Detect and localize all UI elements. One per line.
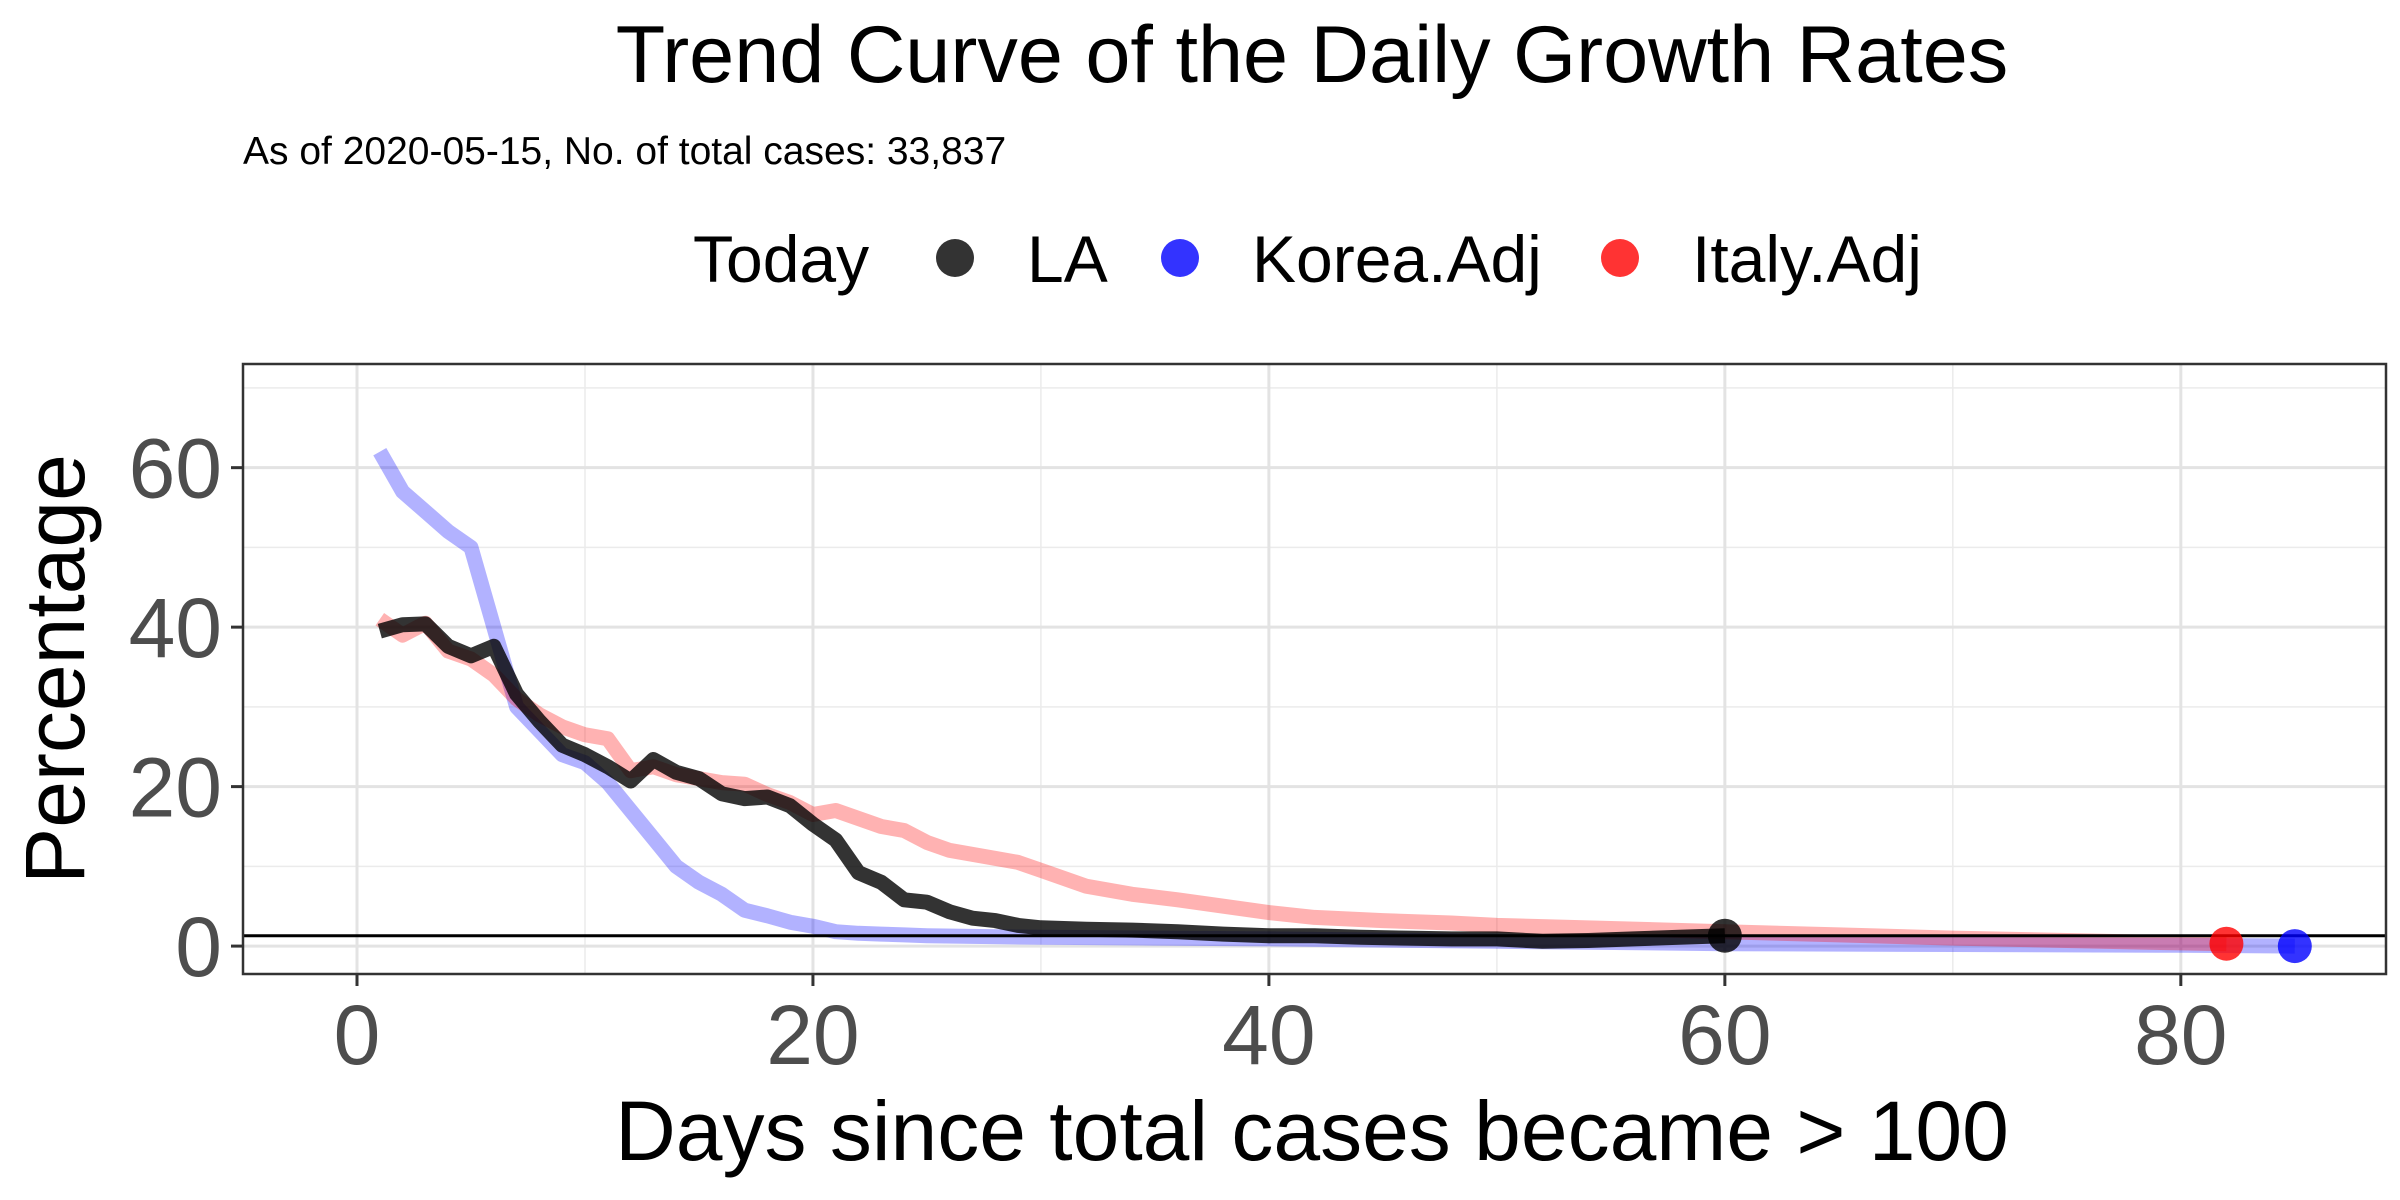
plot-panel	[243, 364, 2386, 974]
legend-title: Today	[693, 222, 869, 296]
series-layer	[373, 447, 2295, 954]
grid	[243, 364, 2386, 974]
y-axis-label: Percentage	[8, 454, 102, 884]
legend-marker-korea-adj	[1161, 239, 1199, 277]
legend-marker-italy-adj	[1601, 239, 1639, 277]
x-tick-label: 0	[334, 988, 381, 1082]
plot-border	[241, 362, 2388, 976]
legend-marker-la	[936, 239, 974, 277]
chart-subtitle: As of 2020-05-15, No. of total cases: 33…	[243, 130, 1006, 173]
y-tick-label: 20	[129, 741, 222, 835]
y-axis: 0 20 40 60	[129, 422, 243, 994]
series-line-la	[377, 616, 1726, 949]
series-line-italy-adj	[375, 613, 2227, 952]
x-tick-label: 20	[766, 988, 859, 1082]
end-points-layer	[1707, 918, 2312, 964]
x-tick-label: 60	[1678, 988, 1771, 1082]
legend-label-la: LA	[1027, 222, 1108, 296]
legend-label-korea-adj: Korea.Adj	[1252, 222, 1542, 296]
legend-items: LA Korea.Adj Italy.Adj	[936, 222, 1922, 296]
x-axis-label: Days since total cases became > 100	[615, 1084, 2009, 1178]
x-tick-label: 40	[1222, 988, 1315, 1082]
x-tick-label: 80	[2134, 988, 2227, 1082]
legend: Today LA Korea.Adj Italy.Adj	[693, 222, 1922, 296]
chart-title: Trend Curve of the Daily Growth Rates	[616, 10, 2009, 100]
y-tick-label: 0	[175, 900, 222, 994]
end-point-korea-adj	[2277, 929, 2312, 964]
y-tick-label: 60	[129, 422, 222, 516]
legend-label-italy-adj: Italy.Adj	[1692, 222, 1922, 296]
end-point-italy-adj	[2209, 926, 2244, 961]
end-point-la	[1707, 918, 1742, 953]
y-tick-label: 40	[129, 581, 222, 675]
x-axis: 0 20 40 60 80	[334, 974, 2228, 1082]
